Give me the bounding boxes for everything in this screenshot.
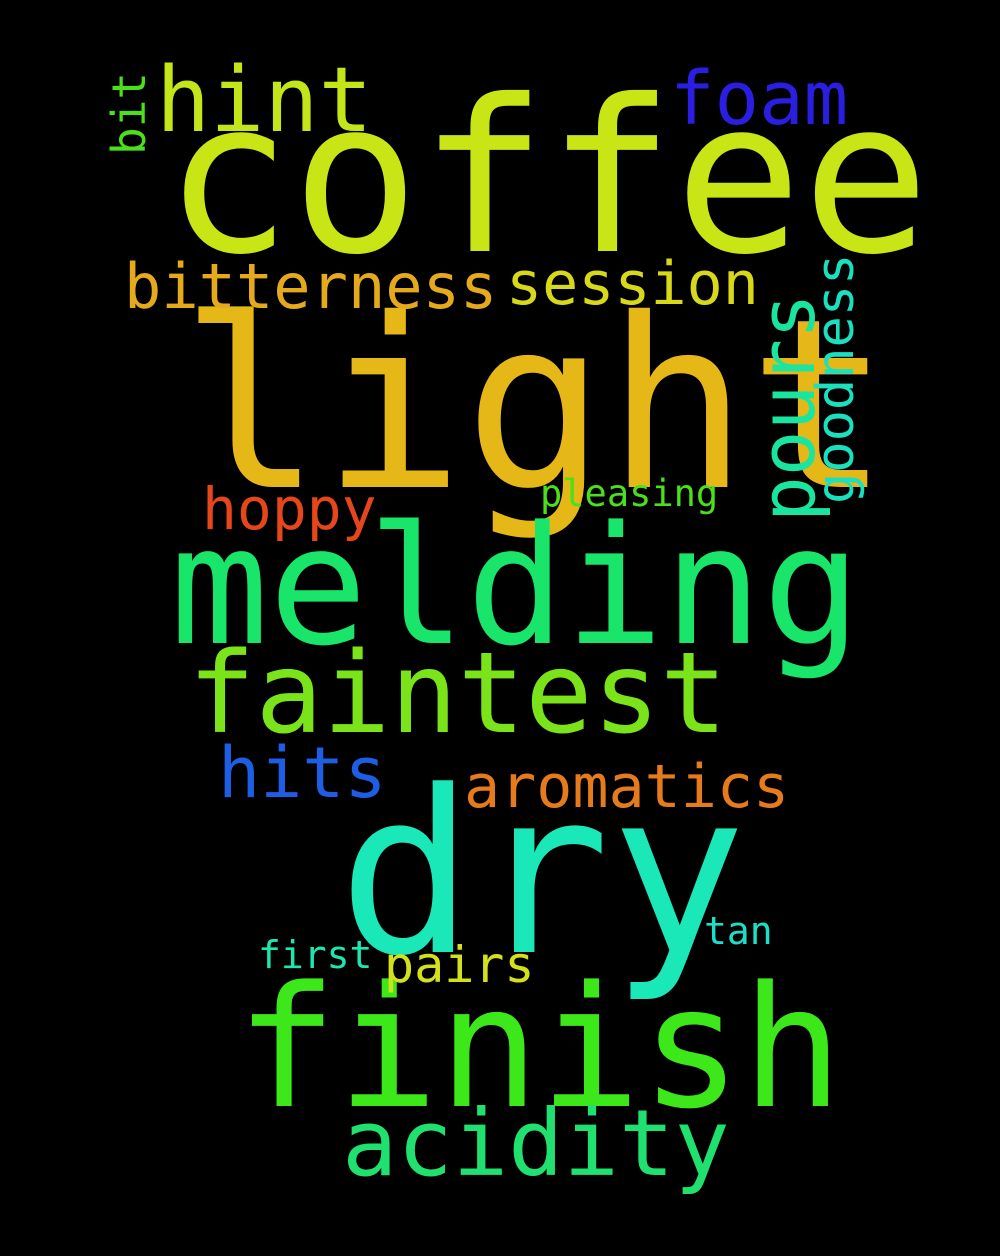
word-faintest: faintest bbox=[188, 629, 728, 759]
word-finish: finish bbox=[236, 950, 843, 1146]
word-session: session bbox=[506, 249, 759, 319]
word-pairs: pairs bbox=[384, 936, 535, 994]
word-pleasing: pleasing bbox=[540, 472, 719, 515]
word-first: first bbox=[258, 933, 373, 977]
word-goodness: goodness bbox=[806, 253, 866, 504]
word-acidity: acidity bbox=[342, 1090, 730, 1197]
word-melding: melding bbox=[170, 491, 862, 682]
word-aromatics: aromatics bbox=[464, 752, 790, 822]
word-light: light bbox=[180, 268, 891, 543]
word-bit: bit bbox=[102, 71, 156, 155]
word-hint: hint bbox=[156, 48, 373, 153]
word-dry: dry bbox=[338, 743, 747, 1006]
word-hoppy: hoppy bbox=[202, 475, 377, 543]
word-hits: hits bbox=[218, 732, 387, 814]
word-bitterness: bitterness bbox=[124, 250, 498, 323]
word-coffee: coffee bbox=[164, 54, 930, 301]
word-tan: tan bbox=[704, 909, 773, 953]
word-foam: foam bbox=[670, 56, 849, 142]
